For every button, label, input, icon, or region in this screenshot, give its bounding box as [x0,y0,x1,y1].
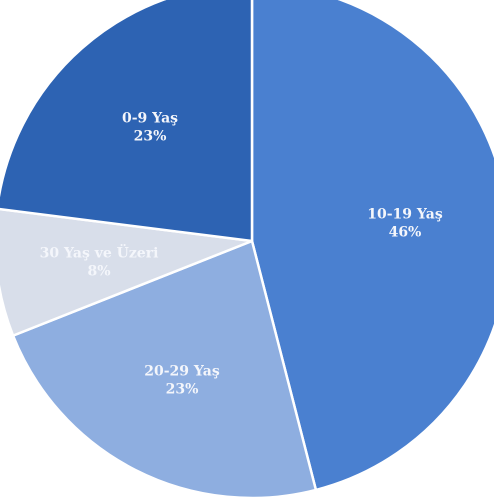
pie-slice-percent-label: 46% [389,225,422,241]
pie-slice-percent-label: 23% [166,381,199,397]
pie-slice-label-2: 30 Yaş ve Üzeri 8% [40,242,159,279]
pie-slice-percent-label: 23% [134,128,167,144]
pie-slice-category-label: 10-19 Yaş [367,207,443,223]
pie-slice-label-1: 20-29 Yaş 23% [144,363,220,397]
pie-slice-label-0: 10-19 Yaş 46% [367,207,443,241]
pie-slice-percent-label: 8% [87,263,110,279]
pie-slice-category-label: 20-29 Yaş [144,363,220,379]
pie-slice-label-3: 0-9 Yaş 23% [122,110,178,144]
pie-slice-1 [11,239,318,500]
pie-slice-category-label: 30 Yaş ve Üzeri [40,242,159,261]
pie-slice-2 [0,207,253,338]
pie-slice-category-label: 0-9 Yaş [122,110,178,126]
pie-slice-3 [0,0,254,243]
pie-slice-0 [250,0,494,492]
